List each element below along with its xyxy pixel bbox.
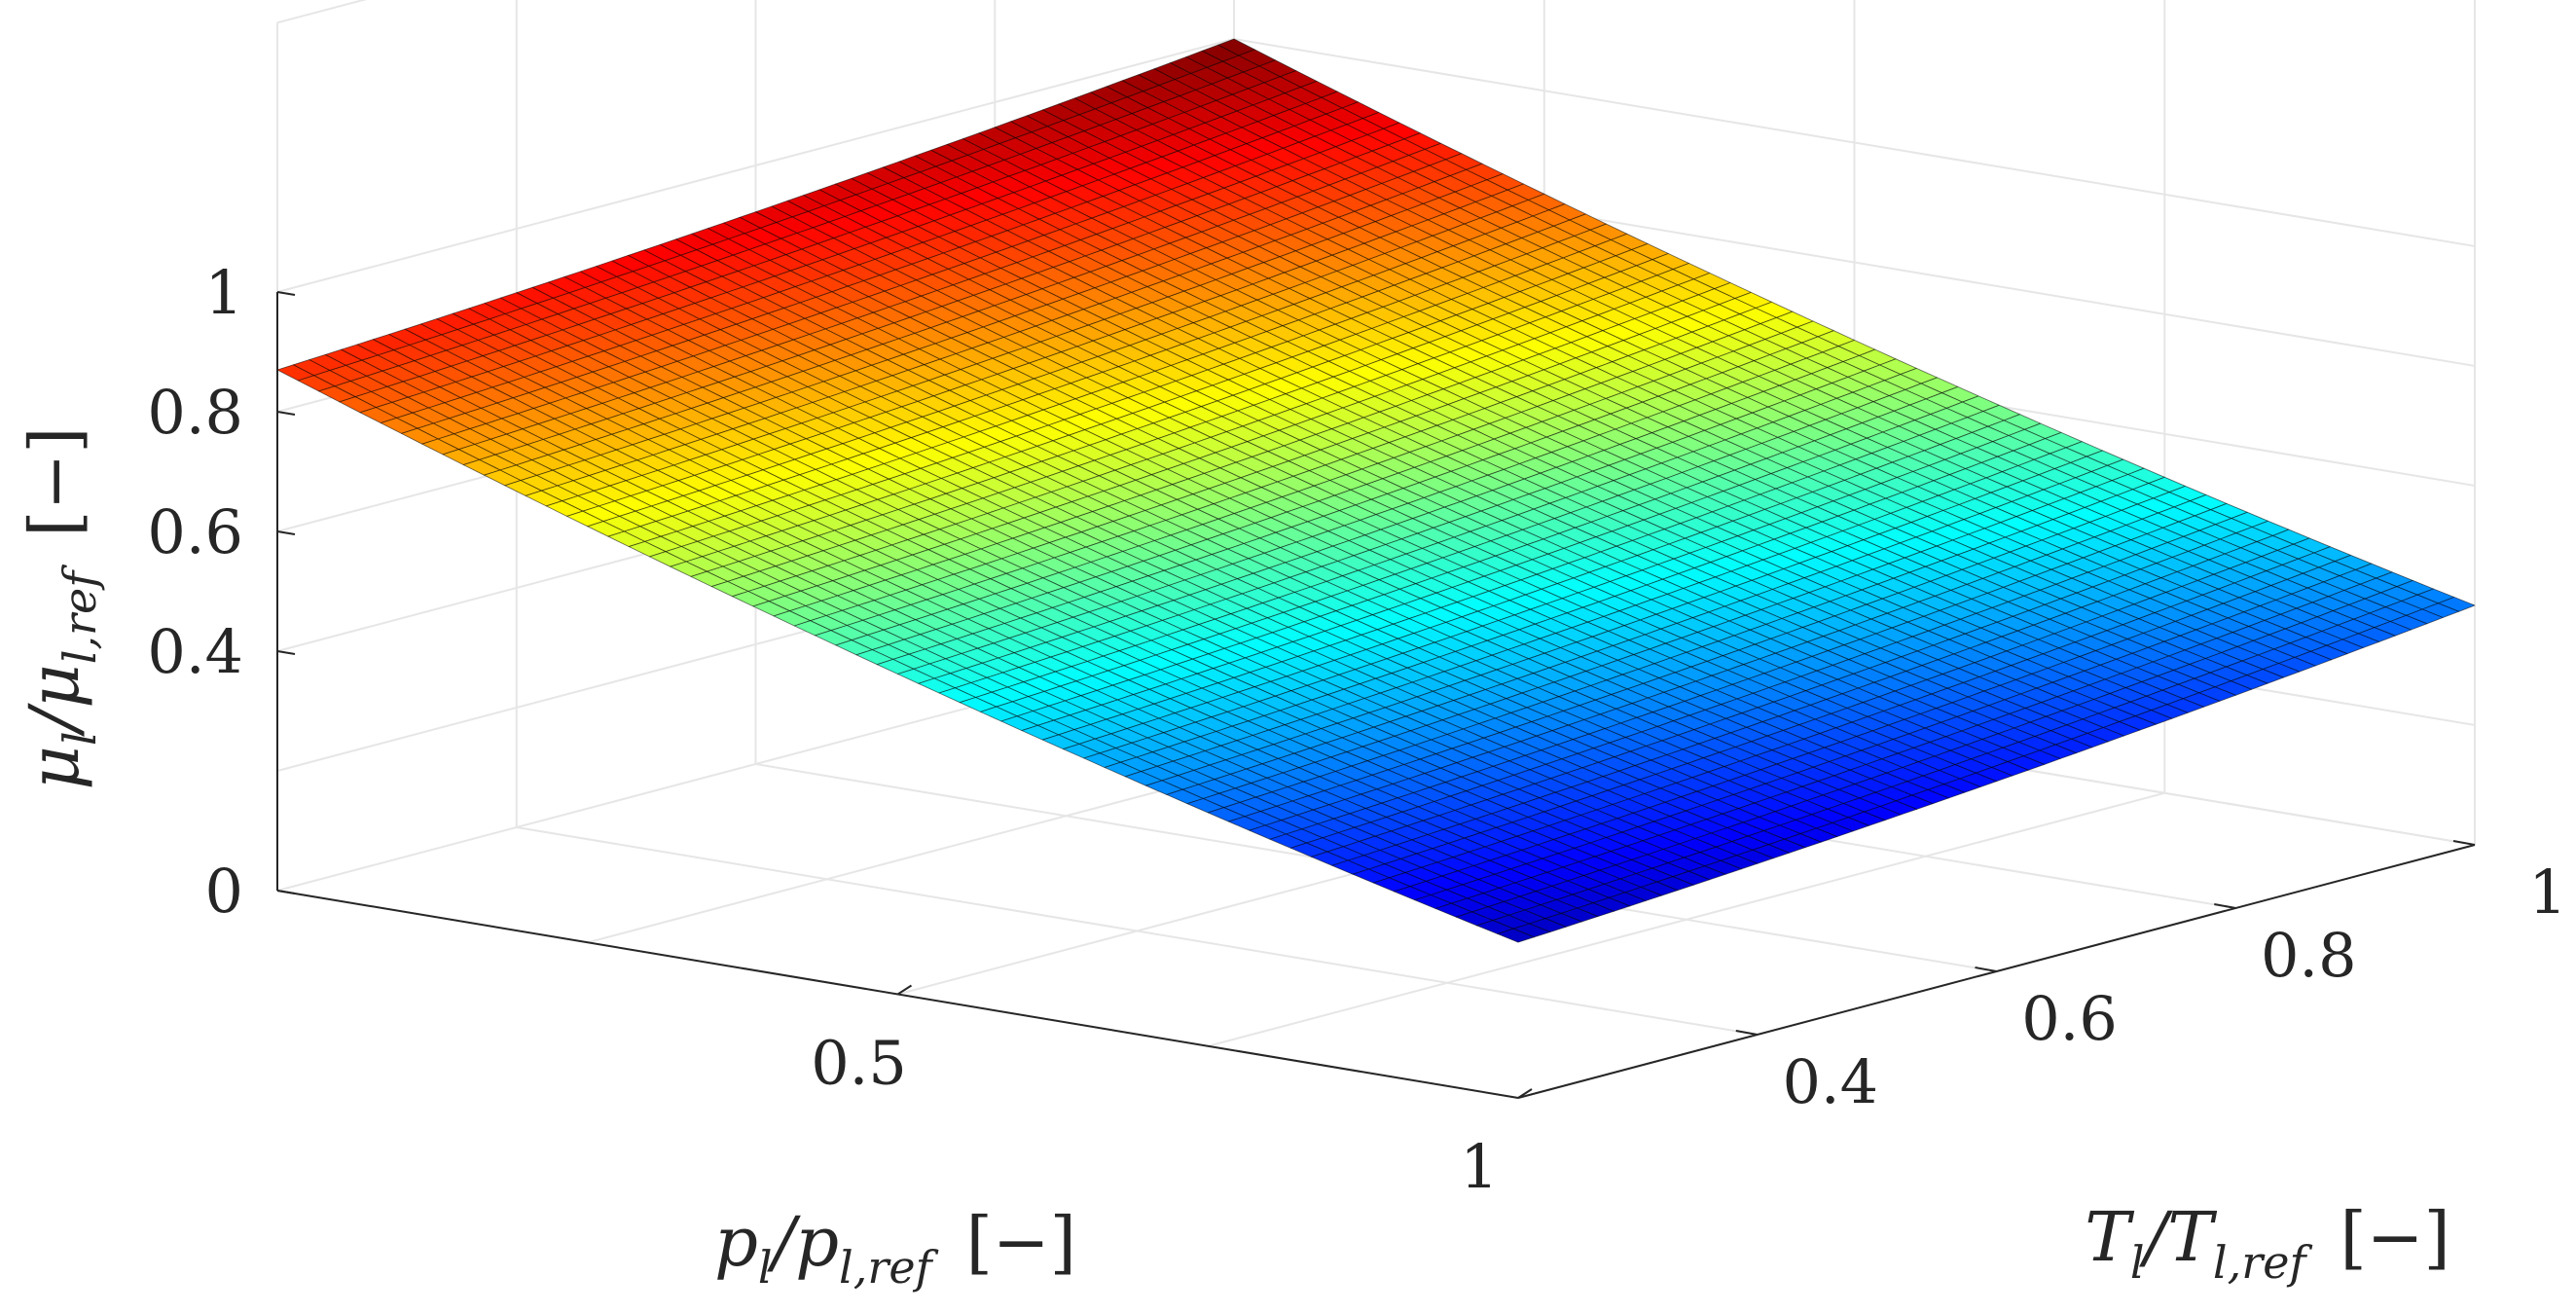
z-tick-mark: [276, 411, 296, 416]
axis-label-part: μ: [15, 664, 94, 709]
z-tick-label: 0.4: [147, 616, 243, 687]
z-tick-mark: [276, 530, 296, 535]
z-tick-label: 1: [205, 257, 243, 328]
z-tick-mark: [276, 650, 296, 655]
x-tick-label: 1: [1460, 1131, 1498, 1202]
axis-label-part: p: [795, 1202, 839, 1282]
grid-line-z-back: [1233, 38, 2476, 247]
z-axis-label: μl/μl,ref [−]: [15, 426, 106, 789]
surface-mesh: [276, 38, 2476, 943]
axis-label-part: p: [714, 1202, 758, 1282]
axis-label-part: [−]: [15, 426, 94, 570]
y-tick-mark: [2214, 903, 2236, 909]
y-tick-label: 0.6: [2021, 983, 2118, 1054]
axis-label-part: T: [2167, 1197, 2217, 1277]
y-tick-label: 0.8: [2261, 920, 2357, 991]
x-axis-label: pl/pl,ref [−]: [714, 1202, 1076, 1294]
z-tick-label: 0.8: [147, 377, 243, 448]
z-tick-label: 0.6: [147, 496, 243, 567]
z-tick-mark: [276, 890, 296, 894]
x-tick-label: 0.5: [811, 1028, 907, 1099]
y-tick-mark: [1975, 967, 1997, 972]
y-axis-label: Tl/Tl,ref [−]: [2085, 1197, 2450, 1289]
axis-label-part: l,ref: [2213, 1236, 2313, 1289]
y-tick-label: 1: [2528, 857, 2566, 928]
axis-label-part: [−]: [932, 1202, 1076, 1282]
axis-label-part: μ: [15, 746, 94, 790]
y-tick-label: 0.4: [1782, 1046, 1878, 1117]
axis-label-part: l: [758, 1241, 773, 1294]
axis-label-part: l,ref: [839, 1241, 939, 1294]
z-tick-mark: [276, 291, 296, 296]
axis-label-part: [−]: [2306, 1197, 2450, 1277]
y-tick-mark: [2452, 840, 2476, 846]
axis-label-part: l: [54, 731, 106, 746]
y-tick-mark: [1735, 1030, 1758, 1036]
axis-label-part: T: [2085, 1197, 2134, 1277]
axis-label-part: l: [2130, 1236, 2145, 1289]
grid-line-y-floor: [516, 826, 1758, 1036]
axis-label-part: l,ref: [54, 565, 106, 665]
grid-line-z-left: [276, 38, 1235, 293]
z-tick-label: 0: [205, 856, 243, 927]
